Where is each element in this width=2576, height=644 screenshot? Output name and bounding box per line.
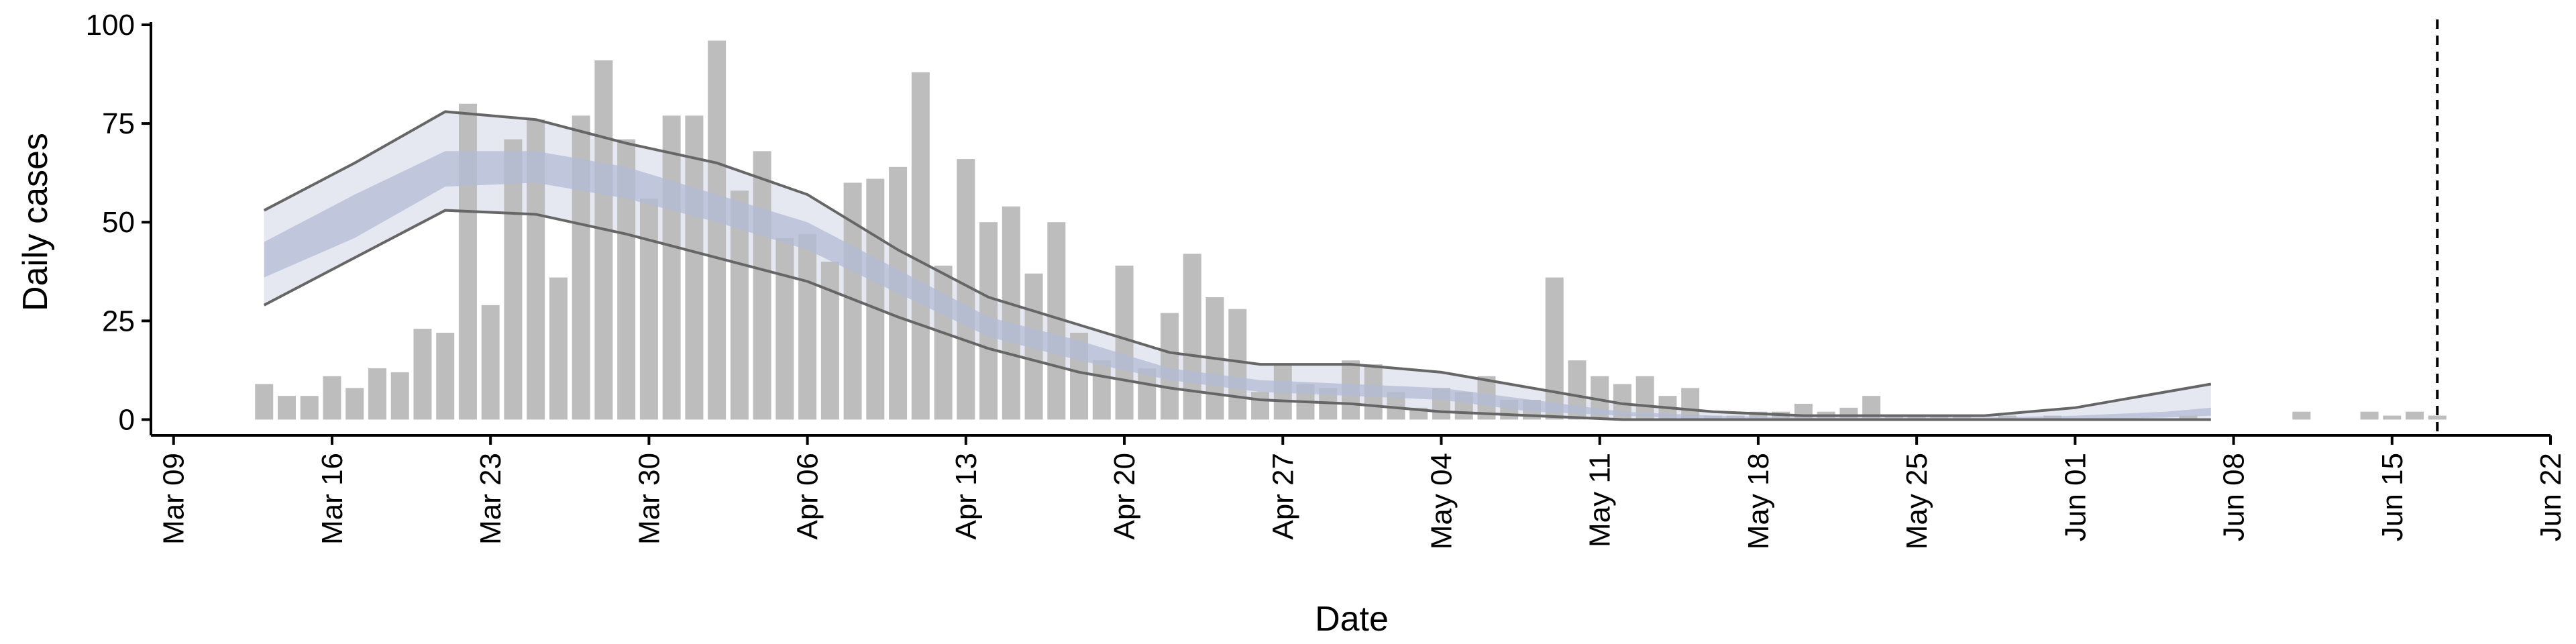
bar [1545,277,1564,420]
x-tick-label: May 18 [1742,453,1775,549]
bar [662,115,681,420]
bar [2179,415,2198,420]
x-tick-label: Mar 23 [474,453,507,545]
bar [2406,411,2424,420]
x-tick-label: Apr 20 [1108,453,1141,540]
bar [2360,411,2379,420]
bar [1115,265,1134,420]
x-tick-label: Apr 13 [950,453,983,540]
bar [277,396,296,420]
x-tick-label: Apr 06 [792,453,824,540]
bar [368,368,386,420]
bar [639,198,658,420]
bar [911,72,930,420]
band [264,111,2211,420]
x-tick-label: Jun 01 [2059,453,2092,541]
bar [413,329,432,420]
bar [798,233,817,420]
bar [1635,376,1654,420]
bar [1251,392,1270,420]
y-tick-label: 25 [102,305,135,337]
bar [323,376,341,420]
bar [2383,415,2402,420]
bar [1138,368,1157,420]
bar [300,396,319,420]
bar [255,384,274,420]
bar [1161,313,1179,420]
bar [2292,411,2311,420]
interval-line [263,209,2211,421]
x-tick-label: Jun 08 [2218,453,2251,541]
bar [775,237,794,420]
y-tick-label: 75 [102,107,135,140]
bar [390,372,409,420]
y-tick-label: 50 [102,206,135,239]
interval-line [263,110,2212,417]
bar [1092,360,1111,420]
bar [345,388,364,420]
y-axis-title: Daily cases [16,133,55,311]
y-tick-label: 100 [86,9,135,42]
bar [504,139,523,420]
x-axis-title: Date [1315,600,1389,639]
x-tick-label: Mar 09 [158,453,191,545]
bar [866,178,885,420]
bar [436,333,455,420]
bar [934,265,953,420]
x-tick-label: Mar 16 [316,453,349,545]
x-tick-label: May 11 [1584,453,1617,547]
bar [1228,309,1247,420]
bar [1749,411,1768,420]
bar [708,40,727,420]
band [264,151,2211,420]
bar [594,60,613,420]
bar [685,115,704,420]
bar [820,262,839,420]
x-tick-label: Mar 30 [633,453,665,545]
x-tick-label: Apr 27 [1267,453,1299,540]
bar [1002,206,1020,420]
bar [481,305,500,420]
x-tick-label: May 25 [1900,453,1933,549]
x-tick-label: Jun 15 [2376,453,2409,541]
bar [2428,415,2447,420]
x-tick-label: Jun 22 [2534,453,2567,541]
bar [1794,403,1813,420]
y-tick-label: 0 [119,403,135,436]
bar [1183,254,1201,420]
bar [753,151,771,420]
bar [549,277,568,420]
x-tick-label: May 04 [1425,453,1458,549]
bar [1681,388,1700,420]
